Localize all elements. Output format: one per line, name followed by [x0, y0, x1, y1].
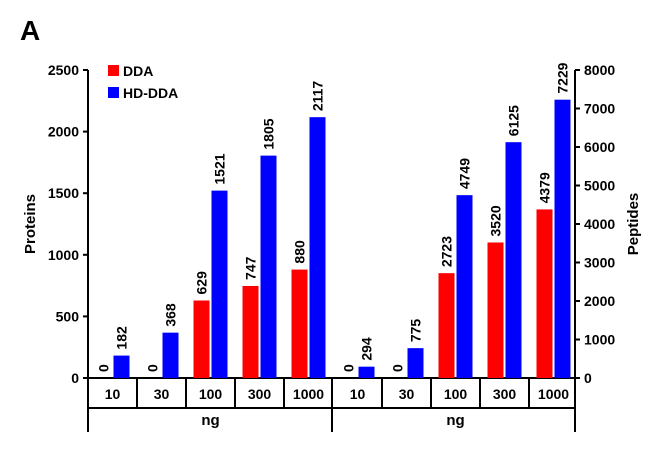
peptides-y-tick-label: 7000 [584, 101, 615, 117]
proteins-bar-hd-dda [211, 190, 228, 378]
peptides-bar-dda [487, 242, 504, 378]
legend-swatch-hd-dda [108, 87, 119, 98]
proteins-y-tick-label: 2500 [48, 62, 79, 78]
proteins-bar-dda [242, 285, 259, 378]
proteins-bar-dda [291, 269, 308, 378]
proteins-bar-dda [193, 300, 210, 378]
peptides-y-tick-label: 3000 [584, 255, 615, 271]
peptides-y-tick-label: 2000 [584, 293, 615, 309]
proteins-category-label: 300 [248, 386, 272, 402]
peptides-data-label: 3520 [488, 205, 504, 236]
proteins-data-label: 0 [145, 364, 161, 372]
peptides-y-tick-label: 6000 [584, 139, 615, 155]
peptides-bar-dda [438, 273, 455, 378]
legend-label: HD-DDA [123, 85, 178, 101]
peptides-category-label: 1000 [538, 386, 569, 402]
proteins-category-label: 1000 [293, 386, 324, 402]
proteins-data-label: 182 [114, 326, 130, 350]
peptides-bar-hd-dda [358, 366, 375, 378]
proteins-y-tick-label: 1000 [48, 247, 79, 263]
peptides-y-axis-title: Peptides [625, 193, 642, 256]
proteins-bar-hd-dda [113, 355, 130, 378]
peptides-y-tick-label: 8000 [584, 62, 615, 78]
peptides-bar-hd-dda [456, 195, 473, 378]
peptides-bar-hd-dda [554, 99, 571, 378]
proteins-category-label: 100 [199, 386, 223, 402]
peptides-y-tick-label: 4000 [584, 216, 615, 232]
proteins-bar-hd-dda [309, 117, 326, 378]
peptides-data-label: 4379 [537, 172, 553, 203]
proteins-x-axis-title: ng [201, 412, 219, 429]
peptides-category-label: 10 [350, 386, 366, 402]
peptides-category-label: 100 [444, 386, 468, 402]
proteins-y-tick-label: 500 [56, 308, 80, 324]
peptides-data-label: 2723 [439, 236, 455, 267]
peptides-data-label: 775 [408, 319, 424, 343]
proteins-y-tick-label: 0 [71, 370, 79, 386]
peptides-y-tick-label: 5000 [584, 178, 615, 194]
peptides-data-label: 6125 [506, 105, 522, 136]
proteins-y-tick-label: 2000 [48, 124, 79, 140]
peptides-bar-hd-dda [407, 348, 424, 378]
proteins-data-label: 747 [243, 256, 259, 280]
peptides-data-label: 294 [359, 337, 375, 361]
proteins-data-label: 1805 [261, 118, 277, 149]
legend-swatch-dda [108, 65, 119, 76]
peptides-category-label: 30 [399, 386, 415, 402]
proteins-data-label: 880 [292, 240, 308, 264]
proteins-bar-hd-dda [162, 332, 179, 378]
proteins-y-axis-title: Proteins [22, 194, 39, 254]
legend-label: DDA [123, 63, 153, 79]
proteins-bar-hd-dda [260, 155, 277, 378]
proteins-category-label: 10 [105, 386, 121, 402]
panel-label: A [20, 15, 40, 46]
proteins-data-label: 1521 [212, 153, 228, 184]
peptides-data-label: 0 [341, 364, 357, 372]
data-labels: 0182036862915217471805880211702940775272… [96, 62, 571, 372]
legend: DDA HD-DDA [108, 63, 178, 101]
peptides-bar-hd-dda [505, 142, 522, 378]
proteins-data-label: 0 [96, 364, 112, 372]
peptides-data-label: 0 [390, 364, 406, 372]
peptides-y-tick-label: 1000 [584, 332, 615, 348]
peptides-data-label: 7229 [555, 62, 571, 93]
peptides-y-tick-label: 0 [584, 370, 592, 386]
proteins-data-label: 629 [194, 271, 210, 295]
proteins-y-tick-label: 1500 [48, 185, 79, 201]
proteins-category-label: 30 [154, 386, 170, 402]
peptides-x-axis-title: ng [446, 412, 464, 429]
proteins-data-label: 2117 [310, 81, 326, 112]
peptides-bar-dda [536, 209, 553, 378]
bars [113, 99, 571, 378]
peptides-category-label: 300 [493, 386, 517, 402]
peptides-data-label: 4749 [457, 158, 473, 189]
proteins-data-label: 368 [163, 303, 179, 327]
